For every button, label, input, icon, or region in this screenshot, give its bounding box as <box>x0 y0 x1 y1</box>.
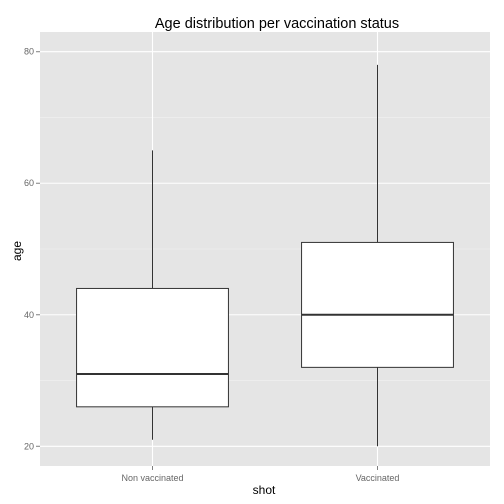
x-tick-label: Vaccinated <box>356 473 400 483</box>
y-tick-label: 80 <box>24 47 34 57</box>
box-non-vaccinated <box>76 150 229 440</box>
x-tick-label: Non vaccinated <box>121 473 183 483</box>
x-axis-label: shot <box>253 483 276 497</box>
box-iqr <box>301 241 454 368</box>
y-tick-label: 40 <box>24 310 34 320</box>
box-vaccinated <box>301 64 454 447</box>
box-iqr <box>76 287 229 408</box>
y-tick-label: 20 <box>24 441 34 451</box>
y-tick-label: 60 <box>24 178 34 188</box>
chart-title: Age distribution per vaccination status <box>155 16 399 32</box>
boxes <box>76 64 454 447</box>
y-axis-ticks: 20 40 60 80 <box>24 47 40 451</box>
y-axis-label: age <box>10 241 24 261</box>
x-axis-ticks: Non vaccinated Vaccinated <box>121 466 399 483</box>
